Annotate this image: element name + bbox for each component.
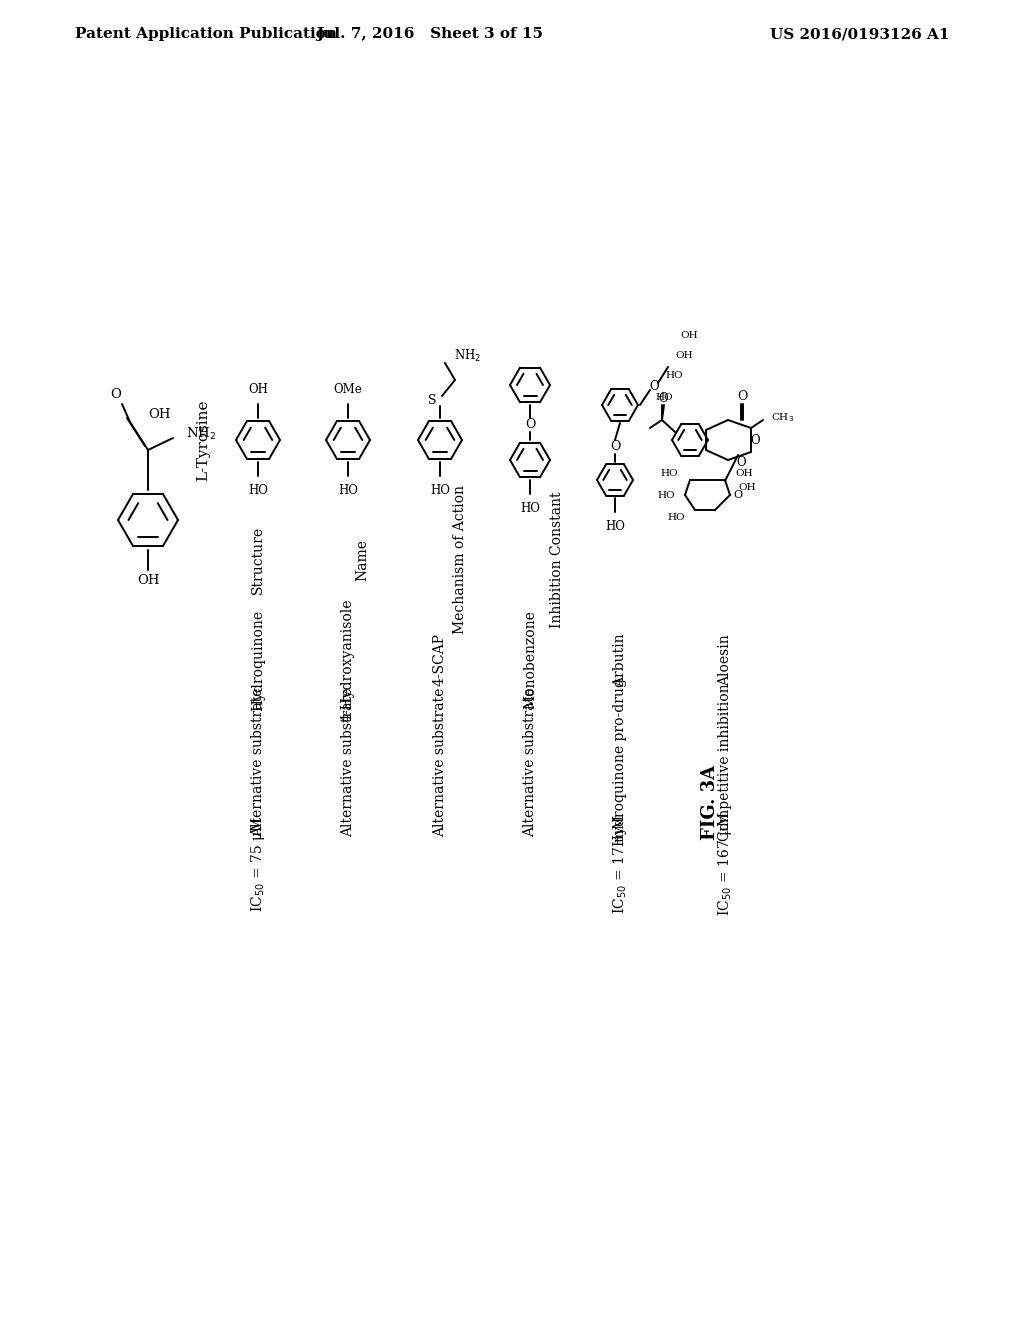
Text: O: O	[733, 490, 742, 500]
Text: O: O	[111, 388, 122, 400]
Text: Competitive inhibition: Competitive inhibition	[718, 684, 732, 841]
Text: OH: OH	[675, 351, 692, 359]
Text: FIG. 3A: FIG. 3A	[701, 764, 719, 840]
Text: IC$_{50}$ = 17 mM: IC$_{50}$ = 17 mM	[611, 814, 629, 913]
Text: Alternative substrate: Alternative substrate	[523, 688, 537, 837]
Text: HO: HO	[520, 502, 540, 515]
Text: Name: Name	[355, 539, 369, 581]
Text: US 2016/0193126 A1: US 2016/0193126 A1	[770, 26, 950, 41]
Text: IC$_{50}$ = 167 μM: IC$_{50}$ = 167 μM	[716, 812, 734, 916]
Text: O: O	[658, 392, 668, 404]
Text: O: O	[737, 389, 748, 403]
Text: Monobenzone: Monobenzone	[523, 611, 537, 709]
Text: Aloesin: Aloesin	[718, 634, 732, 686]
Text: NH$_2$: NH$_2$	[186, 426, 216, 442]
Text: IC$_{50}$ = 75 μM: IC$_{50}$ = 75 μM	[249, 816, 267, 912]
Text: HO: HO	[660, 469, 678, 478]
Text: Mechanism of Action: Mechanism of Action	[453, 486, 467, 635]
Text: HO: HO	[657, 491, 675, 499]
Text: Alternative substrate: Alternative substrate	[433, 688, 447, 837]
Text: Alternative substrate: Alternative substrate	[341, 688, 355, 837]
Text: Jul. 7, 2016   Sheet 3 of 15: Jul. 7, 2016 Sheet 3 of 15	[316, 26, 544, 41]
Text: OH: OH	[735, 469, 753, 478]
Text: CH$_3$: CH$_3$	[771, 412, 795, 425]
Text: Alternative substrate: Alternative substrate	[251, 688, 265, 837]
Text: HO: HO	[430, 484, 450, 498]
Text: 4-Hydroxyanisole: 4-Hydroxyanisole	[341, 598, 355, 722]
Text: L-Tyrosine: L-Tyrosine	[196, 399, 210, 480]
Text: S: S	[428, 393, 436, 407]
Text: OH: OH	[680, 330, 697, 339]
Text: Arbutin: Arbutin	[613, 634, 627, 686]
Text: O: O	[736, 455, 745, 469]
Text: 4-SCAP: 4-SCAP	[433, 634, 447, 686]
Text: OH: OH	[248, 383, 268, 396]
Text: Hydroquinone: Hydroquinone	[251, 610, 265, 710]
Text: OH: OH	[137, 573, 160, 586]
Text: OH: OH	[148, 408, 171, 421]
Text: HO: HO	[668, 512, 685, 521]
Text: HO: HO	[665, 371, 683, 380]
Text: O: O	[525, 418, 536, 432]
Text: OMe: OMe	[334, 383, 362, 396]
Text: HO: HO	[655, 392, 673, 401]
Text: HO: HO	[248, 484, 268, 498]
Text: O: O	[751, 433, 760, 446]
Text: HO: HO	[605, 520, 625, 533]
Text: OH: OH	[738, 483, 756, 491]
Text: O: O	[610, 441, 621, 454]
Text: Hydroquinone pro-drug: Hydroquinone pro-drug	[613, 678, 627, 846]
Text: Structure: Structure	[251, 525, 265, 594]
Text: NH$_2$: NH$_2$	[454, 348, 481, 364]
Text: O: O	[649, 380, 658, 393]
Text: Patent Application Publication: Patent Application Publication	[75, 26, 337, 41]
Text: Inhibition Constant: Inhibition Constant	[550, 492, 564, 628]
Text: HO: HO	[338, 484, 358, 498]
